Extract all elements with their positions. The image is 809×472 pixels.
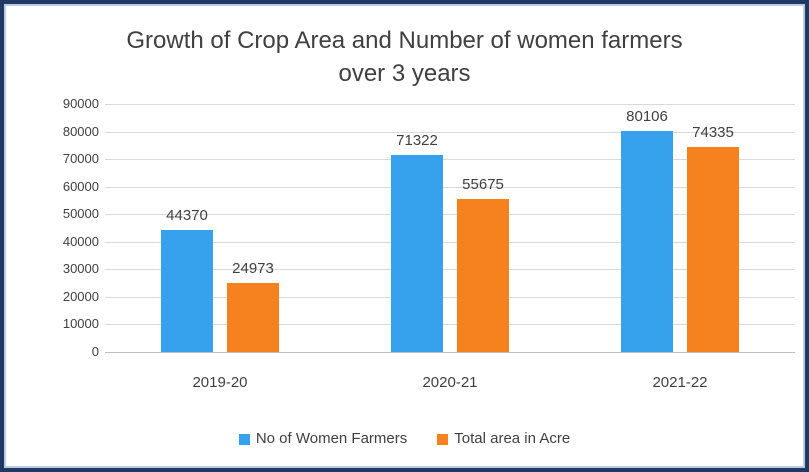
bar-data-label: 24973 [232, 260, 274, 277]
y-tick-label: 30000 [62, 261, 99, 276]
y-tick-label: 20000 [62, 289, 99, 304]
y-tick-label: 90000 [62, 96, 99, 111]
bar-no-of-women-farmers-2020-21 [391, 155, 443, 352]
y-tick-label: 80000 [62, 124, 99, 139]
bar-data-label: 80106 [626, 108, 668, 125]
chart-canvas: Growth of Crop Area and Number of women … [4, 4, 805, 468]
chart-title-line2: over 3 years [338, 60, 471, 87]
x-axis-line [105, 352, 795, 353]
y-tick-label: 70000 [62, 151, 99, 166]
gridline [105, 269, 795, 270]
legend: No of Women Farmers Total area in Acre [6, 430, 803, 448]
gridline [105, 159, 795, 160]
bar-total-area-in-acre-2019-20 [227, 283, 279, 352]
y-tick-label: 0 [91, 344, 99, 359]
bar-data-label: 44370 [166, 207, 208, 224]
bar-data-label: 55675 [462, 176, 504, 193]
chart-title-line1: Growth of Crop Area and Number of women … [126, 27, 683, 54]
legend-label: No of Women Farmers [255, 430, 408, 447]
y-tick-label: 60000 [62, 179, 99, 194]
gridline [105, 214, 795, 215]
legend-item: Total area in Acre [437, 430, 570, 448]
y-tick-label: 10000 [62, 316, 99, 331]
bar-no-of-women-farmers-2019-20 [161, 230, 213, 352]
legend-item: No of Women Farmers [238, 430, 408, 448]
y-tick-label: 50000 [62, 206, 99, 221]
gridline [105, 242, 795, 243]
x-category-label: 2019-20 [192, 374, 248, 391]
y-tick-label: 40000 [62, 234, 99, 249]
gridline [105, 132, 795, 133]
x-category-label: 2021-22 [652, 374, 708, 391]
bar-data-label: 71322 [396, 132, 438, 149]
legend-swatch-no-of-women-farmers [238, 433, 250, 445]
gridline [105, 297, 795, 298]
legend-label: Total area in Acre [454, 430, 571, 447]
bar-total-area-in-acre-2021-22 [687, 147, 739, 352]
chart-title: Growth of Crop Area and Number of women … [6, 24, 803, 90]
gridline [105, 104, 795, 105]
bar-no-of-women-farmers-2021-22 [621, 131, 673, 352]
bar-data-label: 74335 [692, 124, 734, 141]
gridline [105, 187, 795, 188]
bar-total-area-in-acre-2020-21 [457, 199, 509, 352]
gridline [105, 324, 795, 325]
x-category-label: 2020-21 [422, 374, 478, 391]
legend-swatch-total-area-in-acre [437, 433, 449, 445]
